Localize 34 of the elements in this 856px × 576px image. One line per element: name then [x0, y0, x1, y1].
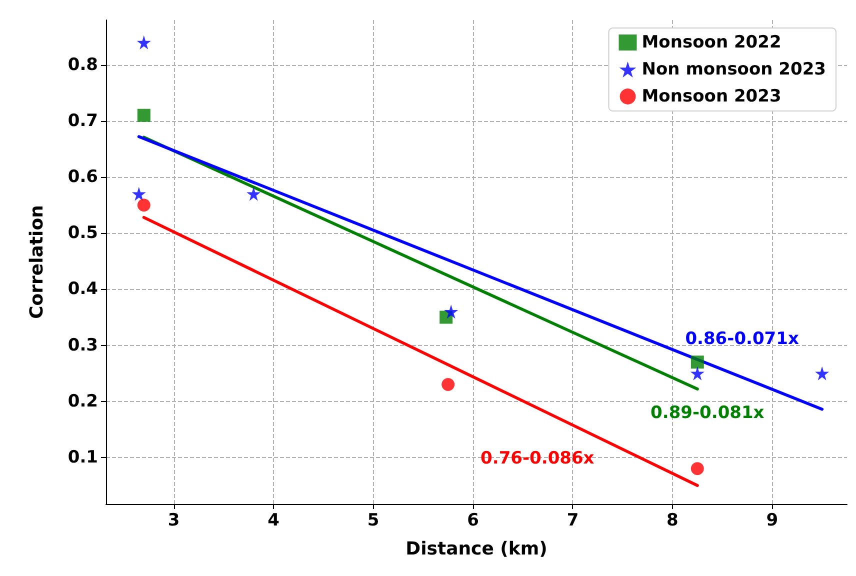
point: [442, 378, 455, 392]
y-tick-label: 0.6: [68, 167, 98, 188]
y-tick-label: 0.1: [68, 447, 98, 468]
series-label: 0.76-0.086x: [480, 448, 594, 468]
point: [690, 356, 704, 369]
x-tick-label: 8: [666, 510, 678, 530]
x-tick-label: 3: [168, 510, 180, 530]
x-tick-label: 6: [467, 510, 479, 530]
legend-label: Monsoon 2022: [642, 32, 782, 52]
point: [690, 366, 704, 380]
point: [815, 366, 830, 380]
point: [137, 108, 150, 122]
point: [690, 462, 704, 476]
y-tick-label: 0.7: [68, 110, 98, 131]
y-tick-label: 0.2: [68, 391, 98, 412]
series-label: 0.89-0.081x: [650, 403, 764, 424]
point: [136, 35, 151, 50]
y-tick-label: 0.4: [68, 279, 98, 300]
y-tick-label: 0.3: [68, 335, 98, 356]
y-tick-label: 0.8: [68, 54, 98, 75]
legend-label: Monsoon 2023: [642, 86, 782, 106]
point: [444, 304, 458, 319]
y-axis-title: Correlation: [26, 205, 48, 319]
x-axis-title: Distance (km): [406, 538, 548, 560]
x-tick-label: 4: [268, 510, 280, 530]
point: [246, 186, 261, 201]
x-tick-label: 7: [566, 510, 579, 530]
y-tick-label: 0.5: [68, 223, 98, 244]
point: [137, 198, 150, 212]
legend-label: Non monsoon 2023: [642, 60, 826, 80]
x-tick-label: 9: [766, 510, 778, 530]
point: [132, 186, 146, 201]
x-tick-label: 5: [367, 510, 380, 530]
series-label: 0.86-0.071x: [685, 329, 799, 350]
